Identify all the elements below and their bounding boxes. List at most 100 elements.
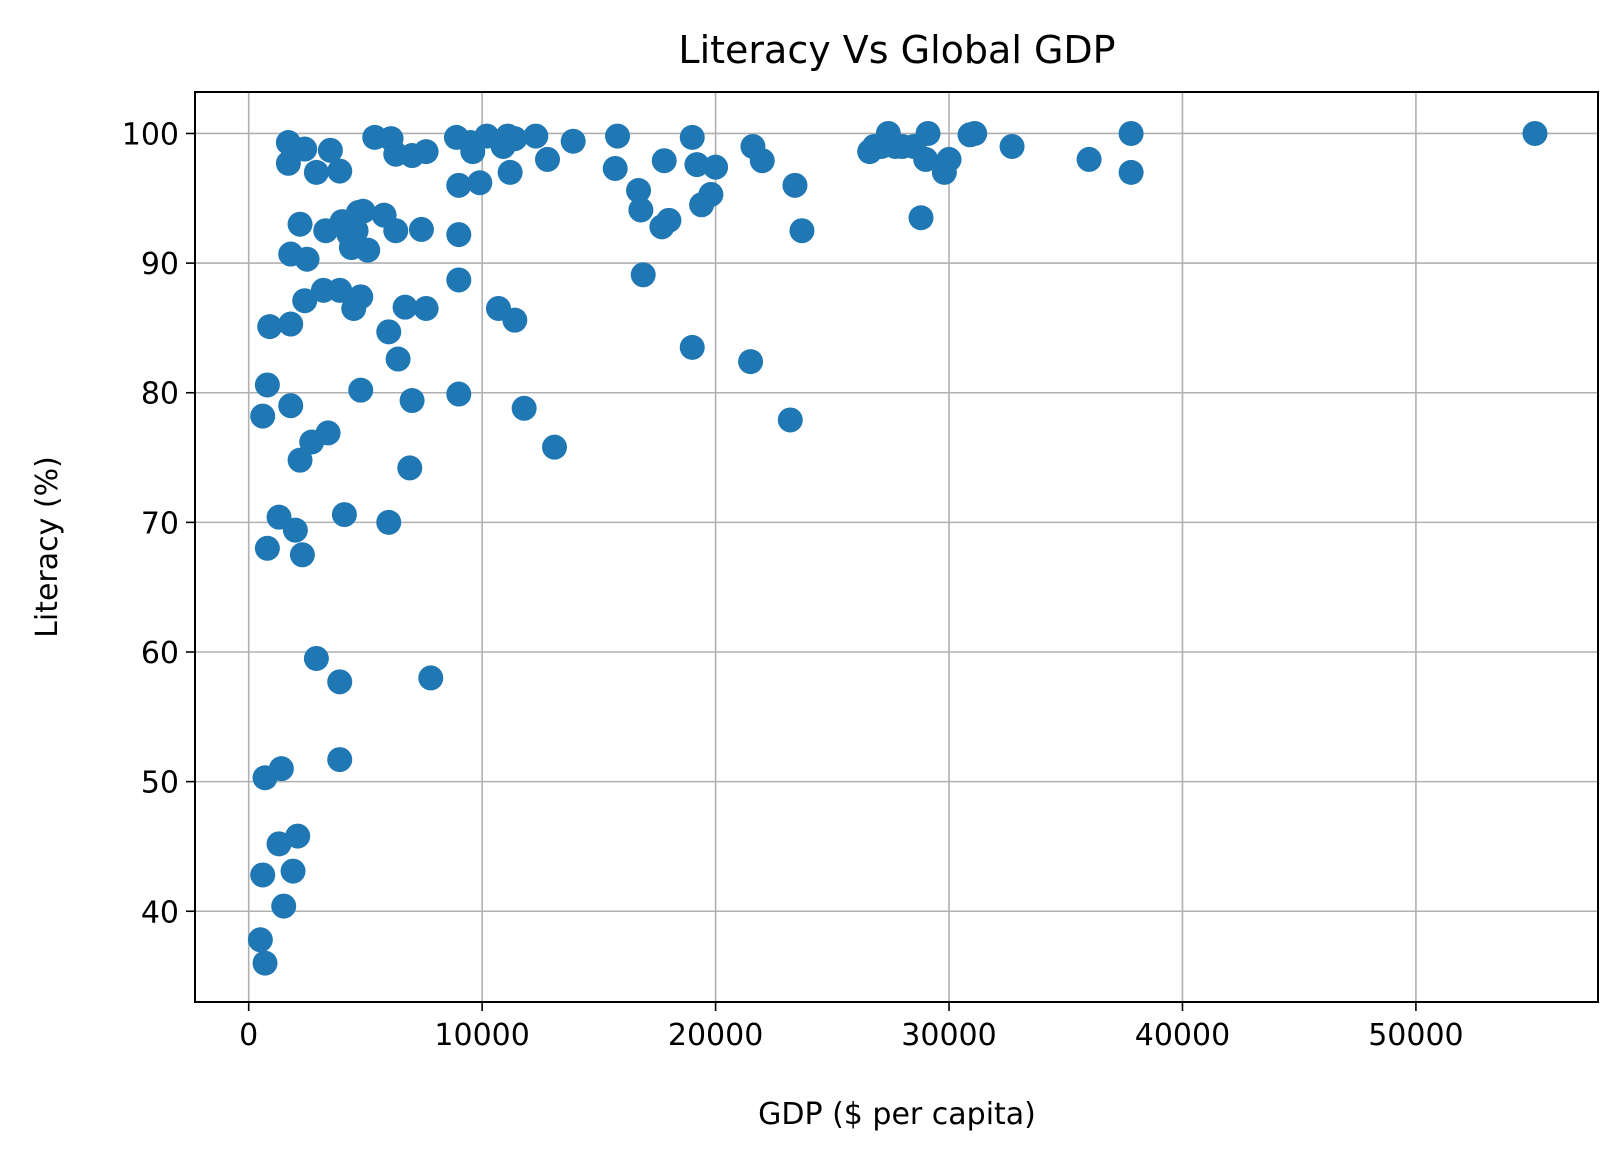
plot-area-frame — [194, 91, 1599, 1003]
data-point — [782, 172, 808, 198]
y-tick-label: 50 — [141, 766, 179, 801]
data-point — [957, 122, 983, 148]
data-point — [285, 823, 311, 849]
x-axis-label: GDP ($ per capita) — [758, 1097, 1036, 1132]
data-point — [257, 314, 283, 340]
y-tick-label: 90 — [141, 247, 179, 282]
y-tick-label: 100 — [122, 117, 179, 152]
data-point — [254, 535, 280, 561]
y-tick-label: 60 — [141, 636, 179, 671]
data-point — [313, 218, 339, 244]
data-point — [651, 148, 677, 174]
data-point — [271, 893, 297, 919]
data-point — [679, 334, 705, 360]
data-point — [485, 295, 511, 321]
data-point — [254, 372, 280, 398]
data-point — [703, 154, 729, 180]
data-point — [331, 502, 357, 528]
data-point — [679, 124, 705, 150]
data-point — [446, 267, 472, 293]
data-point — [327, 747, 353, 773]
data-point — [408, 216, 434, 242]
data-point — [628, 197, 654, 223]
data-point — [385, 346, 411, 372]
data-point — [689, 192, 715, 218]
data-point — [418, 665, 444, 691]
data-point — [289, 542, 315, 568]
y-tick-label: 70 — [141, 506, 179, 541]
data-point — [999, 133, 1025, 159]
data-point — [1076, 146, 1102, 172]
y-tick-label: 40 — [141, 895, 179, 930]
data-point — [738, 349, 764, 375]
y-axis-ticks: 40 50 60 70 80 90 100 — [122, 117, 195, 930]
data-point — [299, 429, 325, 455]
data-point — [467, 170, 493, 196]
x-tick-label: 10000 — [434, 1018, 529, 1053]
data-point — [649, 214, 675, 240]
data-point — [511, 395, 537, 421]
data-point — [275, 150, 301, 176]
y-axis-label: Literacy (%) — [30, 456, 65, 638]
data-point — [327, 669, 353, 695]
data-point — [605, 123, 631, 149]
data-point — [560, 128, 586, 154]
data-point — [392, 294, 418, 320]
data-point — [303, 645, 329, 671]
data-point — [266, 831, 292, 857]
data-point — [376, 509, 402, 535]
data-point — [931, 159, 957, 185]
data-point — [1522, 120, 1548, 146]
x-tick-label: 20000 — [668, 1018, 763, 1053]
data-point — [446, 381, 472, 407]
data-point — [399, 388, 425, 414]
data-point — [777, 407, 803, 433]
data-point — [413, 295, 439, 321]
data-point — [252, 765, 278, 791]
data-point — [341, 295, 367, 321]
data-point — [280, 858, 306, 884]
x-tick-label: 0 — [239, 1018, 258, 1053]
data-point — [252, 950, 278, 976]
data-point — [310, 277, 336, 303]
x-axis-ticks: 0 10000 20000 30000 40000 50000 — [239, 1002, 1464, 1053]
data-point — [630, 262, 656, 288]
data-point — [303, 159, 329, 185]
data-point — [292, 288, 318, 314]
data-point — [497, 159, 523, 185]
data-point — [348, 377, 374, 403]
data-point — [857, 139, 883, 165]
data-point — [626, 178, 652, 204]
data-point — [740, 133, 766, 159]
data-point — [327, 158, 353, 184]
data-point — [789, 218, 815, 244]
y-tick-label: 80 — [141, 377, 179, 412]
data-point — [523, 123, 549, 149]
x-tick-label: 50000 — [1368, 1018, 1463, 1053]
data-points — [247, 120, 1548, 976]
data-point — [287, 211, 313, 237]
data-point — [446, 222, 472, 248]
data-point — [397, 455, 423, 481]
data-point — [446, 172, 472, 198]
data-point — [278, 241, 304, 267]
data-point — [908, 205, 934, 231]
data-point — [278, 393, 304, 419]
data-point — [1118, 159, 1144, 185]
data-point — [443, 124, 469, 150]
data-point — [684, 152, 710, 178]
data-point — [278, 311, 304, 337]
x-tick-label: 40000 — [1135, 1018, 1230, 1053]
data-point — [266, 504, 292, 530]
x-tick-label: 30000 — [901, 1018, 996, 1053]
data-point — [535, 146, 561, 172]
data-point — [1118, 120, 1144, 146]
data-point — [371, 202, 397, 228]
data-point — [250, 862, 276, 888]
data-point — [317, 137, 343, 163]
data-point — [275, 130, 301, 156]
data-point — [376, 319, 402, 345]
data-point — [287, 447, 313, 473]
chart-title: Literacy Vs Global GDP — [678, 28, 1115, 72]
